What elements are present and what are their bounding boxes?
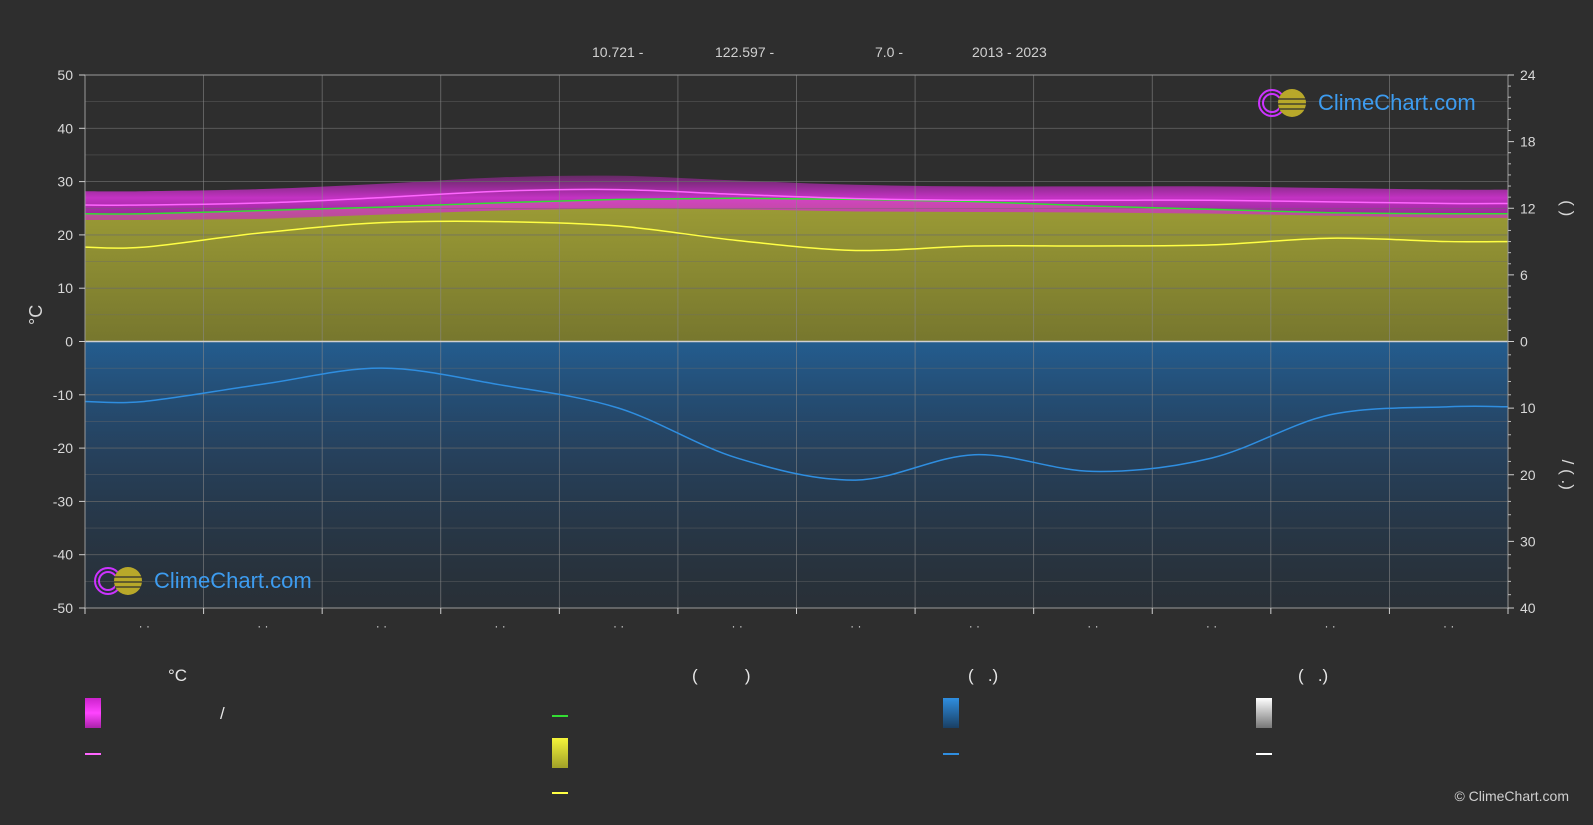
sunshine-line bbox=[84, 220, 1509, 252]
y-left-tick-label: -40 bbox=[53, 547, 73, 563]
copyright: © ClimeChart.com bbox=[1454, 788, 1569, 804]
x-tick-label: · · bbox=[494, 619, 505, 633]
logo-top[interactable]: ClimeChart.com bbox=[1258, 87, 1476, 119]
y-right-bottom-tick-label: 30 bbox=[1520, 533, 1536, 549]
legend-max-range-swatch bbox=[85, 698, 101, 728]
y-right-bottom-tick-label: 40 bbox=[1520, 600, 1536, 616]
legend-rain-swatch bbox=[943, 698, 959, 728]
header-latitude: 10.721 - bbox=[592, 44, 644, 60]
x-tick-label: · · bbox=[1206, 619, 1217, 633]
y-left-tick-label: -20 bbox=[53, 440, 73, 456]
legend-sunshine-line bbox=[552, 792, 568, 794]
y-left-tick-label: -10 bbox=[53, 387, 73, 403]
x-tick-label: · · bbox=[969, 619, 980, 633]
max-temp-line bbox=[84, 188, 1509, 206]
legend-max-range-label: / bbox=[220, 704, 225, 723]
y-right-top-tick-label: 24 bbox=[1520, 67, 1536, 83]
legend-snow-heading: ( .) bbox=[1298, 666, 1329, 685]
x-tick-label: · · bbox=[1087, 619, 1098, 633]
y-left-tick-label: 10 bbox=[57, 280, 73, 296]
legend-max-mean-line bbox=[85, 753, 101, 755]
y-right-bottom-axis-title: / ( .) bbox=[1558, 460, 1577, 490]
y-right-bottom-tick-label: 10 bbox=[1520, 400, 1536, 416]
y-left-tick-label: 0 bbox=[65, 334, 73, 350]
logo-icon bbox=[94, 567, 142, 595]
x-tick-label: · · bbox=[850, 619, 861, 633]
header-longitude: 122.597 - bbox=[715, 44, 775, 60]
legend-temp-heading: °C bbox=[168, 666, 188, 685]
logo-icon bbox=[1258, 89, 1306, 117]
x-tick-label: · · bbox=[257, 619, 268, 633]
legend-snow-swatch bbox=[1256, 698, 1272, 728]
y-right-top-tick-label: 0 bbox=[1520, 334, 1528, 350]
y-left-tick-label: 20 bbox=[57, 227, 73, 243]
x-tick-label: · · bbox=[613, 619, 624, 633]
y-left-tick-label: 50 bbox=[57, 67, 73, 83]
y-right-top-axis-title: ( ) bbox=[1558, 200, 1577, 216]
x-tick-label: · · bbox=[1443, 619, 1454, 633]
header-elevation: 7.0 - bbox=[875, 44, 904, 60]
legend-daylight-line bbox=[552, 715, 568, 717]
x-tick-label: · · bbox=[139, 619, 150, 633]
y-right-top-tick-label: 12 bbox=[1520, 200, 1536, 216]
legend-rain-heading: ( .) bbox=[968, 666, 999, 685]
y-left-tick-label: -30 bbox=[53, 493, 73, 509]
logo-text: ClimeChart.com bbox=[1318, 90, 1476, 115]
legend-sun-heading: ( ) bbox=[692, 666, 751, 685]
logo-text: ClimeChart.com bbox=[154, 568, 312, 593]
x-tick-label: · · bbox=[376, 619, 387, 633]
x-tick-label: · · bbox=[1324, 619, 1335, 633]
y-right-top-tick-label: 6 bbox=[1520, 267, 1528, 283]
y-right-top-tick-label: 18 bbox=[1520, 134, 1536, 150]
y-left-axis-title: °C bbox=[26, 305, 46, 325]
y-left-tick-label: -50 bbox=[53, 600, 73, 616]
legend-rain-line bbox=[943, 753, 959, 755]
header-years: 2013 - 2023 bbox=[972, 44, 1047, 60]
y-right-bottom-tick-label: 20 bbox=[1520, 467, 1536, 483]
legend-snow-line bbox=[1256, 753, 1272, 755]
y-left-tick-label: 40 bbox=[57, 120, 73, 136]
daylight-line bbox=[84, 197, 1509, 215]
precipitation-line bbox=[84, 367, 1509, 481]
y-left-tick-label: 30 bbox=[57, 174, 73, 190]
legend-sunshine-swatch bbox=[552, 738, 568, 768]
x-tick-label: · · bbox=[732, 619, 743, 633]
logo-bottom[interactable]: ClimeChart.com bbox=[94, 565, 312, 597]
